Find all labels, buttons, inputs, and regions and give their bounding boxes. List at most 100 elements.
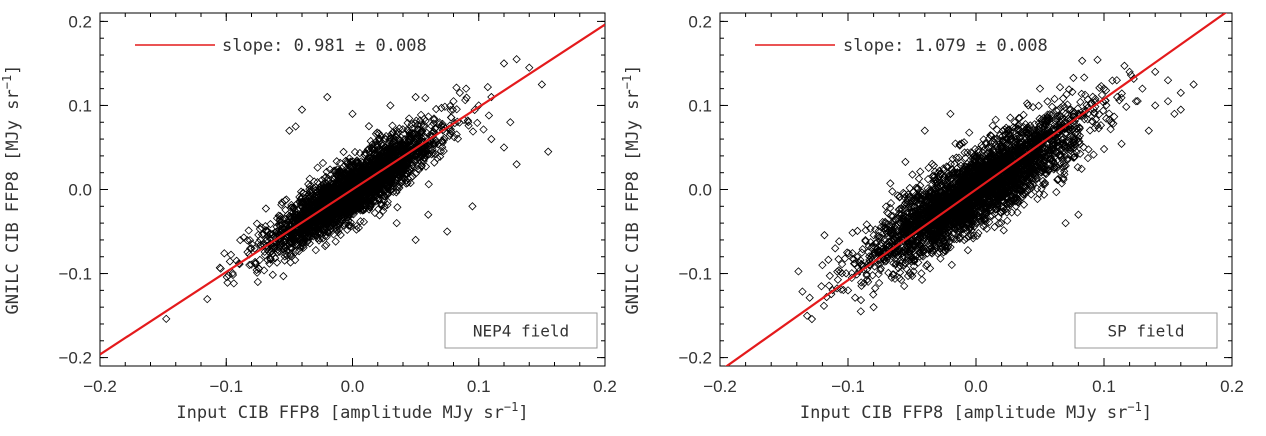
data-point: [431, 136, 441, 145]
data-point: [308, 203, 317, 212]
data-point: [323, 92, 332, 102]
data-point: [369, 150, 379, 159]
data-point: [317, 187, 327, 197]
data-point: [297, 105, 307, 114]
data-point: [340, 219, 349, 228]
data-point: [293, 212, 303, 221]
data-point: [286, 220, 295, 229]
data-point: [275, 241, 284, 251]
data-point: [330, 209, 340, 218]
chart-panel-left: −0.2 −0.1 0.0 0.1 0.2−0.2−0.10.00.10.2Input …: [0, 12, 617, 423]
data-point: [1039, 190, 1049, 199]
data-point: [331, 237, 340, 246]
data-point: [343, 157, 352, 166]
data-point: [365, 144, 374, 154]
data-point: [360, 151, 370, 160]
data-point: [363, 145, 373, 154]
data-point: [336, 210, 345, 220]
data-point: [253, 277, 262, 287]
data-point: [260, 247, 269, 256]
data-point: [392, 182, 402, 192]
data-point: [268, 229, 277, 239]
data-point: [1043, 113, 1052, 122]
data-point: [437, 121, 446, 131]
data-point: [909, 267, 918, 276]
data-point: [853, 226, 862, 236]
data-point: [226, 250, 236, 259]
data-point: [439, 146, 448, 156]
data-point: [861, 226, 870, 235]
data-point: [362, 195, 371, 204]
data-point: [1034, 101, 1043, 110]
data-point: [386, 185, 395, 195]
data-point: [245, 236, 255, 245]
data-point: [1120, 61, 1129, 70]
data-point: [1075, 149, 1085, 158]
data-point: [448, 105, 457, 114]
data-point: [991, 115, 1000, 124]
data-point: [289, 235, 298, 244]
data-point: [1094, 124, 1103, 133]
data-point: [311, 245, 320, 255]
data-point: [464, 121, 473, 130]
data-point: [419, 148, 428, 157]
data-point: [410, 119, 420, 128]
data-point: [396, 168, 406, 177]
data-point: [351, 173, 360, 182]
data-point: [239, 233, 248, 242]
data-point: [417, 133, 427, 143]
data-point: [386, 141, 395, 151]
data-point: [336, 230, 345, 240]
data-point: [411, 92, 420, 102]
data-point: [320, 241, 330, 251]
data-point: [282, 195, 291, 204]
data-point: [1089, 150, 1098, 159]
data-point: [447, 113, 456, 122]
data-point: [484, 111, 494, 120]
data-point: [903, 271, 913, 281]
data-point: [317, 199, 326, 208]
data-point: [284, 216, 293, 226]
data-point: [324, 189, 334, 198]
data-point: [282, 232, 291, 242]
data-point: [400, 129, 409, 138]
data-point: [344, 221, 353, 230]
data-point: [370, 178, 380, 187]
data-point: [368, 182, 378, 192]
data-point: [386, 142, 396, 152]
data-point: [380, 202, 389, 211]
data-point: [399, 162, 409, 171]
data-point: [383, 197, 392, 206]
data-point: [431, 150, 440, 159]
x-tick-label: 0.2: [593, 377, 617, 396]
data-point: [381, 168, 391, 177]
x-axis-ticks: −0.2 −0.1 0.0 0.1 0.2: [83, 13, 617, 396]
data-point: [341, 156, 350, 166]
data-point: [384, 188, 393, 197]
data-point: [280, 214, 290, 224]
data-point: [1079, 142, 1088, 152]
data-point: [436, 146, 446, 156]
data-point: [431, 123, 440, 133]
data-point: [1077, 89, 1086, 99]
data-point: [430, 158, 439, 167]
data-point: [431, 104, 441, 114]
data-point: [844, 249, 853, 258]
data-point: [336, 191, 345, 200]
data-point: [387, 169, 397, 178]
data-point: [386, 101, 395, 110]
data-point: [370, 208, 380, 218]
data-point: [316, 212, 325, 221]
data-point: [421, 162, 431, 171]
data-point: [255, 255, 265, 265]
data-point: [333, 200, 343, 210]
data-point: [387, 174, 396, 184]
data-point: [443, 227, 452, 236]
data-point: [357, 184, 366, 194]
data-point: [352, 201, 361, 210]
data-point: [388, 160, 397, 169]
data-point: [401, 140, 410, 149]
data-point: [388, 128, 397, 137]
data-point: [426, 146, 436, 155]
